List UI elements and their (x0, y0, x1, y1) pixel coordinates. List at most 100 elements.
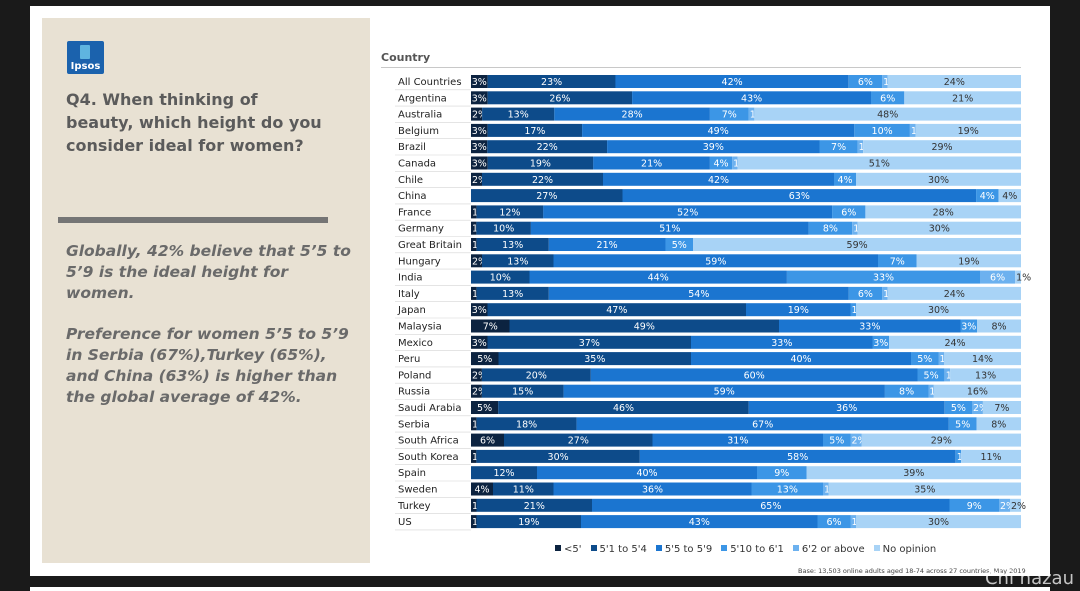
bar-segment (582, 123, 855, 137)
bar-segment (949, 498, 999, 512)
bar-segment (854, 123, 910, 137)
bar-segment (471, 335, 488, 349)
data-label: 9% (774, 468, 789, 479)
data-label: 49% (708, 126, 729, 137)
bar-segment (909, 123, 916, 137)
country-label: South Korea (398, 452, 459, 463)
bar-segment (481, 384, 564, 398)
data-label: 2% (472, 175, 487, 186)
data-label: 35% (914, 485, 935, 496)
data-label: 6% (841, 207, 856, 218)
data-label: 4% (713, 159, 728, 170)
country-label: Germany (398, 224, 444, 235)
country-label: Serbia (398, 419, 430, 430)
data-label: 24% (944, 77, 965, 88)
data-label: 5% (672, 240, 687, 251)
bar-segment (593, 156, 710, 170)
country-label: South Africa (398, 436, 459, 447)
data-label: 3% (472, 77, 487, 88)
data-label: 13% (975, 370, 996, 381)
country-label: Great Britain (398, 240, 462, 251)
bar-segment (779, 319, 961, 333)
data-label: 28% (622, 110, 643, 121)
data-label: 3% (472, 305, 487, 316)
legend-label: No opinion (882, 544, 937, 555)
bar-segment (693, 238, 1021, 251)
bar-segment (872, 335, 889, 349)
global-note: Globally, 42% believe that 5’5 to 5’9 is… (66, 242, 351, 302)
bar-segment (530, 221, 809, 235)
data-label: 19% (518, 517, 539, 528)
bar-segment (1015, 270, 1021, 284)
bar-segment (787, 270, 981, 284)
bar-segment (471, 107, 483, 121)
country-label: France (398, 207, 431, 218)
data-label: 7% (831, 142, 846, 153)
bar-segment (487, 303, 746, 317)
data-label: 2% (472, 370, 487, 381)
data-label: 8% (991, 419, 1006, 430)
country-label: Saudi Arabia (398, 403, 461, 414)
country-label: Italy (398, 289, 420, 300)
country-label: India (398, 273, 423, 284)
data-label: 63% (789, 191, 810, 202)
data-label: 36% (836, 403, 857, 414)
bar-segment (476, 238, 549, 251)
bar-segment (976, 417, 1021, 431)
data-label: 19% (958, 256, 979, 267)
bar-segment (476, 498, 592, 512)
data-label: 2% (1011, 501, 1026, 512)
data-label: 15% (512, 387, 533, 398)
bar-segment (737, 156, 1021, 170)
bar-segment (471, 91, 488, 105)
data-label: 5% (829, 436, 844, 447)
bar-segment (498, 352, 691, 366)
bar-segment (471, 401, 499, 414)
country-label: Russia (398, 387, 430, 398)
data-label: 37% (579, 338, 600, 349)
bar-segment (481, 368, 591, 382)
bar-segment (498, 401, 749, 414)
bar-segment (944, 352, 1021, 366)
data-label: 13% (507, 256, 528, 267)
data-label: 59% (714, 387, 735, 398)
bar-segment (808, 221, 853, 235)
bar-segment (882, 75, 888, 88)
legend-label: 5'10 to 6'1 (730, 544, 784, 555)
bar-segment (471, 384, 482, 398)
bar-segment (639, 449, 956, 463)
bar-segment (543, 205, 833, 219)
country-label: Peru (398, 354, 420, 365)
bar-segment (856, 303, 1021, 317)
data-label: 13% (508, 110, 529, 121)
bar-segment (806, 466, 1021, 480)
bar-segment (487, 75, 616, 88)
bar-segment (865, 205, 1021, 219)
data-label: 6% (880, 93, 895, 104)
data-label: 7% (994, 403, 1009, 414)
bar-segment (471, 75, 488, 88)
bar-segment (863, 140, 1021, 154)
bar-segment (732, 156, 738, 170)
bar-segment (476, 417, 577, 431)
bar-segment (487, 140, 608, 154)
bar-segment (482, 254, 554, 268)
bar-segment (944, 368, 951, 382)
data-label: 33% (771, 338, 792, 349)
data-label: 59% (847, 240, 868, 251)
data-label: 7% (890, 256, 905, 267)
data-label: 40% (790, 354, 811, 365)
country-label: Brazil (398, 142, 426, 153)
bar-segment (529, 270, 787, 284)
bar-segment (904, 91, 1021, 105)
data-label: 47% (606, 305, 627, 316)
bar-segment (576, 417, 949, 431)
bar-segment (504, 433, 653, 447)
data-label: 21% (597, 240, 618, 251)
bar-segment (471, 238, 477, 251)
data-label: 7% (483, 322, 498, 333)
data-label: 33% (873, 273, 894, 284)
bar-segment (834, 172, 856, 186)
bar-segment (950, 368, 1021, 382)
bar-segment (887, 75, 1021, 88)
